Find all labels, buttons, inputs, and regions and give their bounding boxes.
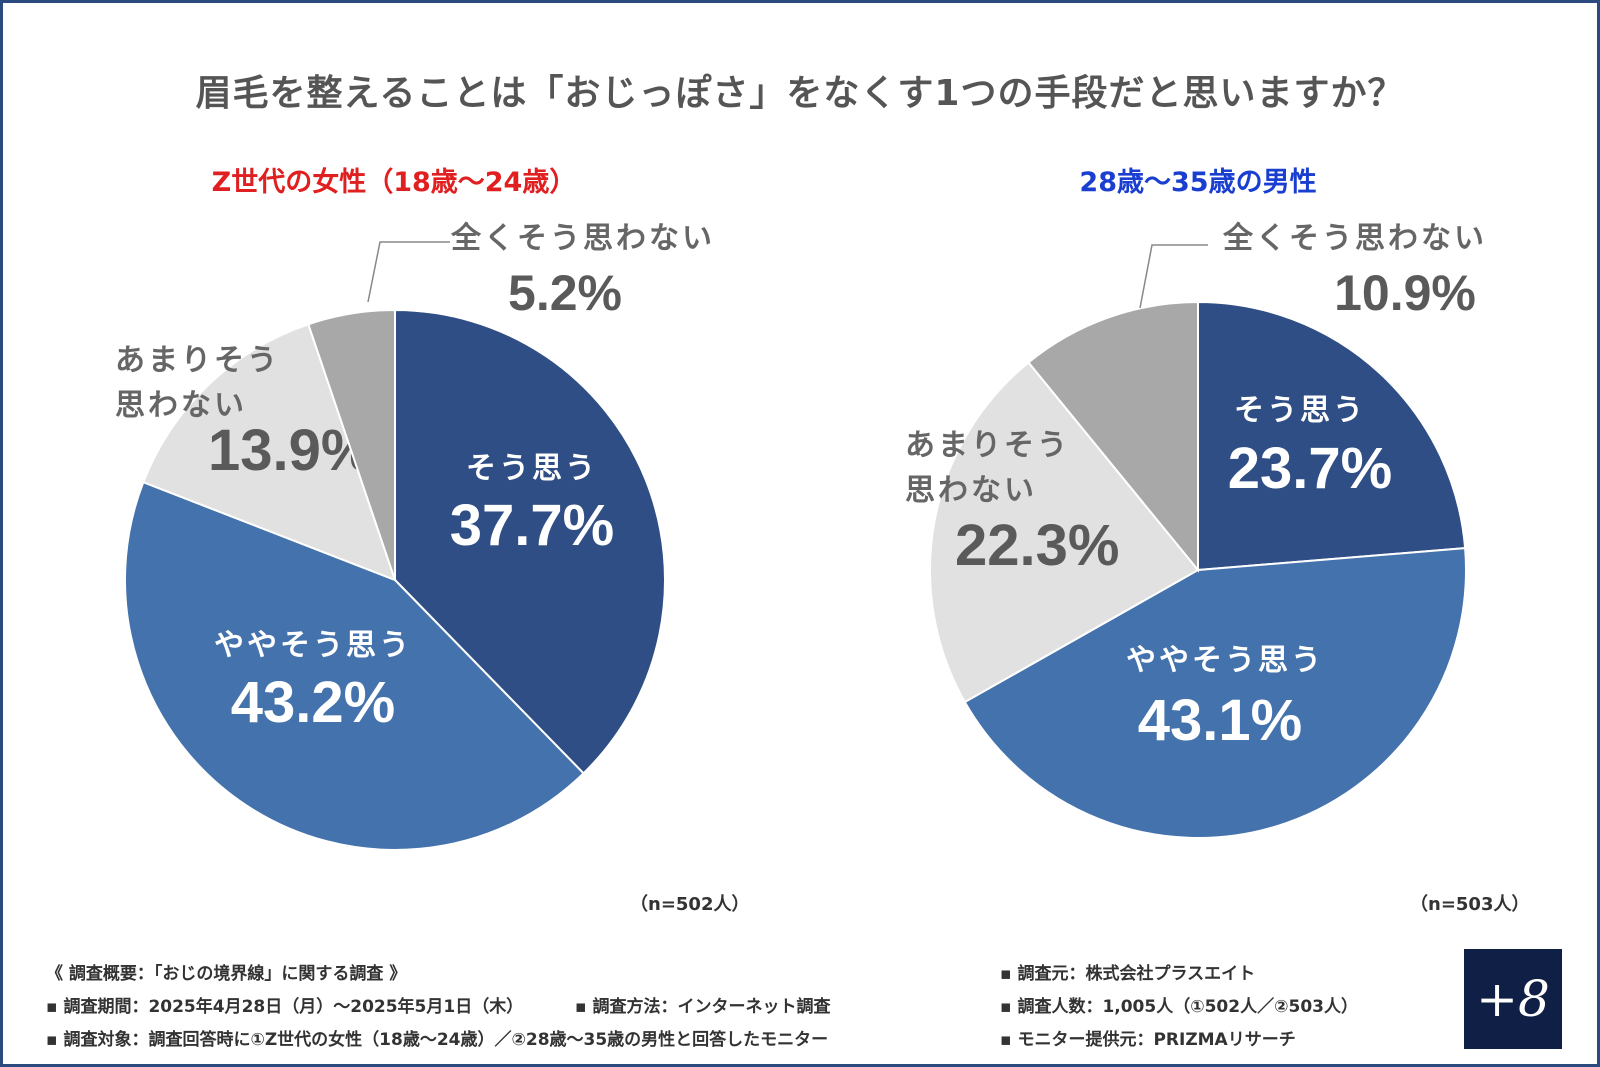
pie0-value-1: 43.2% <box>231 670 395 735</box>
right-sample-size: （n=503人） <box>1410 894 1530 915</box>
pie1-value-1: 43.1% <box>1138 688 1302 753</box>
pie0-label-1: ややそう思う <box>214 628 412 663</box>
pie0-label-0: そう思う <box>466 451 598 486</box>
survey-name: 《 調査概要：「おじの境界線」に関する調査 》 <box>46 964 407 984</box>
pie0-slice-1 <box>124 480 585 851</box>
survey-count: ▪ 調査人数：1,005人（①502人／②503人） <box>1000 997 1358 1017</box>
pie0-slice-3 <box>307 308 396 581</box>
pie1-label-3: 全くそう思わない <box>1222 221 1487 256</box>
pie1-slice-2 <box>929 361 1200 704</box>
survey-monitor: ▪ モニター提供元：PRIZMAリサーチ <box>1000 1030 1296 1050</box>
survey-method: ▪ 調査方法：インターネット調査 <box>575 997 831 1017</box>
pie0-value-0: 37.7% <box>450 493 614 558</box>
pie1-label-2-1: 思わない <box>905 473 1037 508</box>
pie1-value-0: 23.7% <box>1228 436 1392 501</box>
right-chart-title: 28歳〜35歳の男性 <box>1079 167 1317 198</box>
survey-period: ▪ 調査期間：2025年4月28日（月）〜2025年5月1日（木） <box>46 997 524 1017</box>
pie1-label-0: そう思う <box>1234 393 1366 428</box>
main-title: 眉毛を整えることは「おじっぽさ」をなくす1つの手段だと思いますか？ <box>195 73 1405 114</box>
pie1-leader-3 <box>1139 244 1208 309</box>
pie0-slice-0 <box>394 308 666 775</box>
pie0-slice-2 <box>142 323 397 582</box>
survey-source: ▪ 調査元：株式会社プラスエイト <box>1000 964 1256 984</box>
pie1-value-3: 10.9% <box>1334 265 1476 321</box>
pie1-slice-1 <box>963 547 1467 840</box>
left-chart-title: Z世代の女性（18歳〜24歳） <box>211 167 577 198</box>
left-sample-size: （n=502人） <box>630 894 750 915</box>
pie0-leader-3 <box>367 241 450 303</box>
plus-eight-logo: +8 <box>1464 949 1562 1049</box>
pie1-value-2: 22.3% <box>955 513 1119 578</box>
survey-target: ▪ 調査対象：調査回答時に①Z世代の女性（18歳〜24歳）／②28歳〜35歳の男… <box>46 1030 829 1050</box>
pie1-slice-3 <box>1027 300 1199 573</box>
pie0-label-3: 全くそう思わない <box>450 221 715 256</box>
pie0-label-2-1: 思わない <box>115 388 247 423</box>
pie0-value-3: 5.2% <box>508 265 622 321</box>
pie1-slice-0 <box>1197 300 1467 572</box>
pie1-label-2-0: あまりそう <box>905 428 1070 463</box>
pie0-label-2-0: あまりそう <box>115 343 280 378</box>
pie1-label-1: ややそう思う <box>1126 643 1324 678</box>
